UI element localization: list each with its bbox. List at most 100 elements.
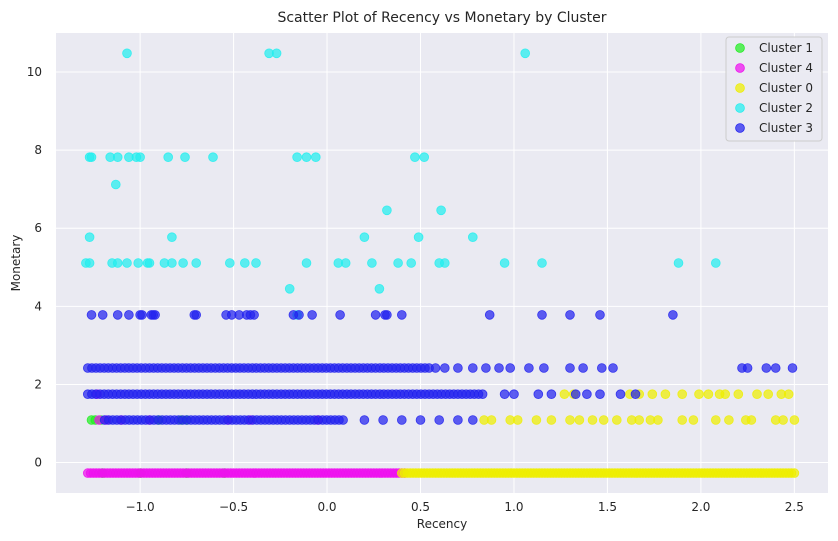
legend-label: Cluster 4	[759, 61, 813, 75]
series-cluster-3	[83, 310, 798, 425]
scatter-point	[694, 389, 704, 400]
scatter-point	[688, 415, 699, 425]
legend-label: Cluster 1	[759, 41, 813, 55]
y-tick-label: 6	[34, 221, 42, 235]
scatter-point	[481, 363, 491, 373]
scatter-point	[703, 389, 714, 400]
legend-marker	[735, 43, 745, 53]
scatter-point	[374, 283, 385, 294]
scatter-point	[393, 258, 403, 268]
scatter-point	[225, 258, 235, 268]
legend-label: Cluster 2	[759, 101, 813, 115]
scatter-point	[537, 258, 547, 268]
scatter-point	[582, 389, 592, 400]
scatter-point	[778, 415, 788, 425]
series-cluster-4	[83, 389, 410, 478]
scatter-point	[486, 415, 497, 425]
scatter-point	[565, 415, 575, 425]
scatter-point	[520, 48, 530, 59]
scatter-point	[505, 363, 516, 373]
scatter-point	[167, 258, 177, 268]
scatter-point	[340, 258, 351, 268]
scatter-point	[546, 415, 557, 425]
scatter-point	[112, 258, 123, 268]
y-tick-label: 0	[34, 456, 42, 470]
x-tick-label: 0.0	[317, 500, 336, 514]
scatter-point	[724, 415, 734, 425]
legend-marker	[735, 63, 745, 73]
scatter-point	[439, 363, 450, 373]
scatter-point	[284, 283, 295, 294]
series-cluster-0	[396, 389, 800, 478]
scatter-point	[789, 415, 800, 425]
scatter-point	[406, 258, 417, 268]
scatter-point	[565, 310, 575, 320]
legend-label: Cluster 3	[759, 121, 813, 135]
scatter-point	[720, 389, 730, 400]
scatter-point	[789, 468, 800, 478]
scatter-point	[783, 389, 794, 400]
scatter-point	[191, 310, 202, 320]
scatter-point	[178, 258, 188, 268]
scatter-point	[338, 415, 348, 425]
scatter-point	[677, 415, 687, 425]
legend-marker	[735, 103, 745, 113]
scatter-point	[647, 389, 658, 400]
scatter-point	[531, 415, 542, 425]
scatter-point	[436, 205, 446, 216]
scatter-point	[370, 310, 381, 320]
scatter-point	[415, 415, 426, 425]
scatter-point	[595, 389, 605, 400]
scatter-point	[301, 152, 312, 163]
scatter-point	[97, 310, 108, 320]
x-tick-label: 2.5	[785, 500, 804, 514]
scatter-point	[137, 310, 147, 320]
scatter-point	[634, 415, 644, 425]
scatter-point	[191, 258, 202, 268]
scatter-point	[208, 152, 218, 163]
legend-marker	[735, 123, 745, 133]
scatter-point	[598, 415, 609, 425]
y-tick-label: 8	[34, 143, 42, 157]
scatter-point	[453, 415, 463, 425]
scatter-point	[499, 258, 510, 268]
scatter-point	[660, 389, 671, 400]
scatter-point	[615, 389, 626, 400]
scatter-point	[746, 415, 757, 425]
scatter-point	[112, 152, 123, 163]
scatter-point	[484, 310, 495, 320]
scatter-point	[742, 363, 753, 373]
scatter-point	[382, 310, 392, 320]
scatter-point	[787, 363, 798, 373]
legend-marker	[735, 83, 745, 93]
scatter-point	[608, 363, 618, 373]
scatter-point	[294, 310, 304, 320]
data-points	[81, 48, 800, 478]
scatter-point	[84, 258, 95, 268]
scatter-point	[524, 363, 534, 373]
scatter-point	[359, 415, 370, 425]
scatter-point	[163, 152, 174, 163]
scatter-point	[710, 258, 721, 268]
scatter-point	[565, 363, 575, 373]
scatter-point	[410, 152, 420, 163]
scatter-point	[763, 389, 773, 400]
y-tick-label: 10	[27, 65, 42, 79]
scatter-point	[84, 232, 95, 243]
scatter-point	[439, 258, 450, 268]
y-axis-ticks: 0 2 4 6 8 10	[27, 65, 42, 469]
scatter-point	[301, 258, 312, 268]
legend-box	[725, 36, 823, 142]
scatter-point	[434, 415, 445, 425]
scatter-point	[292, 152, 302, 163]
scatter-point	[396, 415, 407, 425]
scatter-point	[499, 389, 510, 400]
y-tick-label: 4	[34, 299, 42, 313]
scatter-point	[396, 310, 407, 320]
scatter-point	[122, 48, 132, 59]
scatter-point	[111, 179, 121, 190]
scatter-point	[122, 258, 132, 268]
scatter-point	[559, 389, 570, 400]
x-tick-label: 1.5	[598, 500, 617, 514]
